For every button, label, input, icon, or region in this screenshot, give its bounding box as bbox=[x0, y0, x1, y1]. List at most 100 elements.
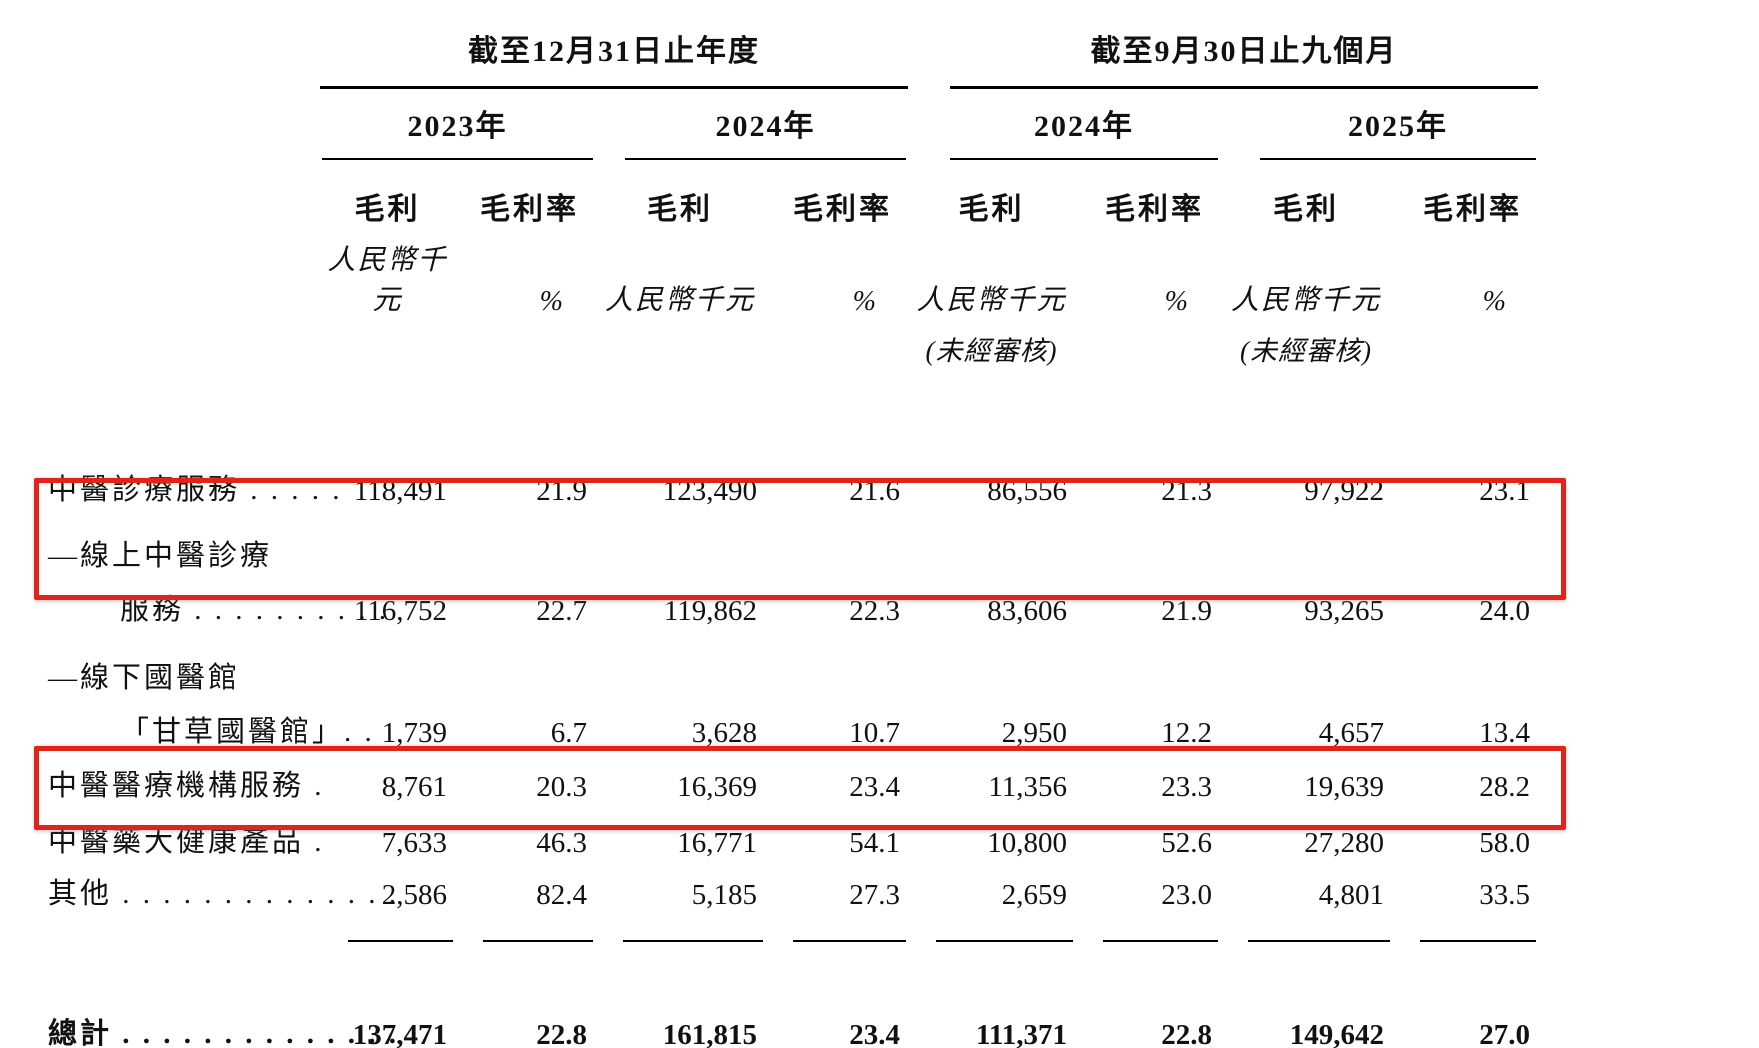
table-row-offline-clinic-line1: —線下國醫館 bbox=[40, 650, 1538, 702]
gross-profit-header: 毛利 bbox=[1273, 193, 1339, 226]
row-label: 其他 . . . . . . . . . . . . . . bbox=[48, 878, 400, 910]
spacer bbox=[40, 89, 1538, 101]
cell-value: 83,606 bbox=[987, 595, 1067, 627]
cell-value: 8,761 bbox=[381, 771, 447, 803]
spacer bbox=[40, 368, 1538, 462]
gross-profit-table: 截至12月31日止年度 截至9月30日止九個月 2023年 2024年 2024… bbox=[40, 26, 1538, 1048]
gross-profit-header: 毛利 bbox=[354, 193, 421, 226]
row-label: —線上中醫診療 bbox=[48, 540, 273, 572]
rule-cell bbox=[1075, 918, 1220, 942]
cell-value: 27.0 bbox=[1479, 1019, 1530, 1048]
cell-value: 19,639 bbox=[1304, 771, 1384, 803]
row-label: 中醫診療服務 . . . . . bbox=[48, 474, 343, 506]
unit-pct-label: % bbox=[1164, 286, 1190, 317]
cell-value: 58.0 bbox=[1479, 827, 1530, 859]
cell-value: 93,265 bbox=[1304, 595, 1384, 627]
cell-value: 22.3 bbox=[849, 595, 900, 627]
cell-value: 116,752 bbox=[353, 595, 447, 627]
unit-rmb-label: 人民幣千元 bbox=[1230, 285, 1381, 316]
table-row-others: 其他 . . . . . . . . . . . . . . 2,586 82.… bbox=[40, 866, 1538, 918]
row-label: 「甘草國醫館」. . bbox=[120, 716, 375, 748]
cell-value: 27,280 bbox=[1304, 827, 1384, 859]
cell-value: 23.4 bbox=[849, 771, 900, 803]
row-label: 中醫醫療機構服務 . bbox=[48, 770, 325, 802]
cell-value: 97,922 bbox=[1304, 475, 1384, 507]
row-label: —線下國醫館 bbox=[48, 662, 241, 694]
rule-cell bbox=[320, 918, 455, 942]
year-2025-9m: 2025年 bbox=[1260, 101, 1536, 160]
year-cell: 2024年 bbox=[595, 101, 908, 160]
gross-margin-header: 毛利率 bbox=[1423, 193, 1522, 226]
empty-cell bbox=[40, 26, 320, 89]
cell-value: 2,659 bbox=[1001, 879, 1067, 911]
row-label: 中醫藥大健康產品 . bbox=[48, 826, 325, 858]
cell-value: 5,185 bbox=[691, 879, 757, 911]
cell-value: 46.3 bbox=[536, 827, 587, 859]
single-rule bbox=[623, 926, 763, 942]
gross-profit-header: 毛利 bbox=[647, 193, 713, 226]
single-rule bbox=[1248, 926, 1390, 942]
cell-value: 28.2 bbox=[1479, 771, 1530, 803]
cell-value: 22.8 bbox=[1161, 1019, 1212, 1048]
single-rule bbox=[483, 926, 593, 942]
unaudited-row: (未經審核) (未經審核) bbox=[40, 318, 1538, 368]
rule-cell bbox=[1220, 918, 1392, 942]
cell-value: 161,815 bbox=[662, 1019, 757, 1048]
cell-value: 24.0 bbox=[1479, 595, 1530, 627]
rule-cell bbox=[595, 918, 765, 942]
unit-pct-label: % bbox=[852, 286, 878, 317]
cell-value: 23.3 bbox=[1161, 771, 1212, 803]
cell-value: 123,490 bbox=[662, 475, 757, 507]
cell-value: 21.9 bbox=[1161, 595, 1212, 627]
table-row-tcm-health-products: 中醫藥大健康產品 . 7,633 46.3 16,771 54.1 10,800… bbox=[40, 810, 1538, 866]
subtotal-rule-row bbox=[40, 918, 1538, 942]
rule-cell bbox=[1392, 918, 1538, 942]
cell-value: 4,801 bbox=[1318, 879, 1384, 911]
cell-value: 27.3 bbox=[849, 879, 900, 911]
table-row-offline-clinic-line2: 「甘草國醫館」. . 1,739 6.7 3,628 10.7 2,950 12… bbox=[40, 702, 1538, 756]
unit-rmb-label: 人民幣千元 bbox=[327, 245, 448, 316]
cell-value: 23.1 bbox=[1479, 475, 1530, 507]
table-row-total: 總計 . . . . . . . . . . . . . . 137,471 2… bbox=[40, 1006, 1538, 1048]
year-2024-9m: 2024年 bbox=[950, 101, 1218, 160]
cell-value: 2,950 bbox=[1001, 717, 1067, 749]
single-rule bbox=[1103, 926, 1218, 942]
period-group-row: 截至12月31日止年度 截至9月30日止九個月 bbox=[40, 26, 1538, 89]
year-cell: 2025年 bbox=[1220, 101, 1538, 160]
cell-value: 3,628 bbox=[691, 717, 757, 749]
cell-value: 52.6 bbox=[1161, 827, 1212, 859]
empty-cell bbox=[40, 101, 320, 160]
cell-value: 12.2 bbox=[1161, 717, 1212, 749]
gross-profit-header: 毛利 bbox=[958, 193, 1025, 226]
single-rule bbox=[348, 926, 453, 942]
unit-pct-label: % bbox=[1482, 286, 1508, 317]
gross-margin-header: 毛利率 bbox=[793, 193, 892, 226]
cell-value: 21.3 bbox=[1161, 475, 1212, 507]
cell-value: 10,800 bbox=[987, 827, 1067, 859]
gross-margin-header: 毛利率 bbox=[480, 193, 579, 226]
empty-cell bbox=[40, 172, 320, 228]
year-cell: 2024年 bbox=[908, 101, 1220, 160]
period-group-nine-months: 截至9月30日止九個月 bbox=[950, 26, 1538, 89]
cell-value: 16,771 bbox=[677, 827, 757, 859]
rule-cell bbox=[765, 918, 908, 942]
table-row-tcm-institution-services: 中醫醫療機構服務 . 8,761 20.3 16,369 23.4 11,356… bbox=[40, 756, 1538, 810]
measure-header-row: 毛利 毛利率 毛利 毛利率 毛利 毛利率 毛利 毛利率 bbox=[40, 172, 1538, 228]
cell-value: 7,633 bbox=[381, 827, 447, 859]
cell-value: 23.0 bbox=[1161, 879, 1212, 911]
period-group-cell: 截至9月30日止九個月 bbox=[908, 26, 1538, 89]
unaudited-label: (未經審核) bbox=[1240, 336, 1372, 366]
cell-value: 137,471 bbox=[352, 1019, 447, 1048]
spacer bbox=[40, 160, 1538, 172]
year-2024: 2024年 bbox=[625, 101, 906, 160]
unit-rmb-label: 人民幣千元 bbox=[604, 285, 755, 316]
cell-value: 2,586 bbox=[381, 879, 447, 911]
rule-cell bbox=[908, 918, 1075, 942]
cell-value: 4,657 bbox=[1318, 717, 1384, 749]
year-cell: 2023年 bbox=[320, 101, 595, 160]
unaudited-label: (未經審核) bbox=[925, 336, 1058, 366]
unit-header-row: 人民幣千元 % 人民幣千元 % 人民幣千元 % 人民幣千元 % bbox=[40, 228, 1538, 318]
cell-value: 86,556 bbox=[987, 475, 1067, 507]
period-group-year-end: 截至12月31日止年度 bbox=[320, 26, 908, 89]
